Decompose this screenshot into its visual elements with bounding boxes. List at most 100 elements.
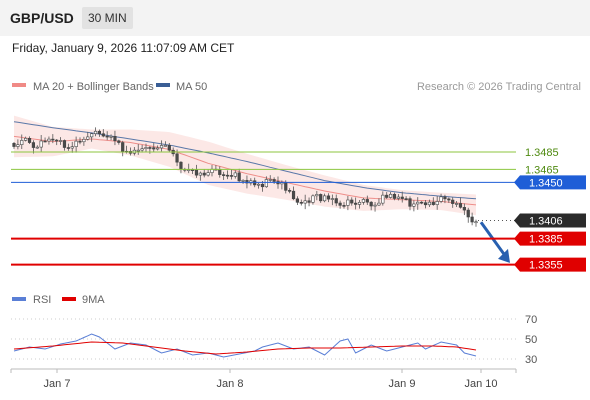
candle (167, 142, 171, 153)
candle-body (326, 195, 331, 200)
ma20-legend-label: MA 20 + Bollinger Bands (33, 81, 154, 93)
candle (369, 201, 373, 211)
candle-body (272, 179, 276, 182)
candle-body (268, 179, 272, 181)
candle (408, 196, 412, 211)
candle (388, 192, 393, 199)
candle-body (241, 180, 245, 182)
level-label-1.3465: 1.3465 (525, 164, 559, 176)
candle-body (121, 142, 125, 152)
candle (404, 196, 408, 201)
candle (117, 139, 121, 145)
candle (272, 177, 276, 184)
candle (163, 141, 168, 147)
rsi-legend-label: RSI (33, 294, 51, 306)
candle (443, 194, 447, 204)
candle-body (233, 172, 237, 177)
candle-body (416, 201, 420, 205)
rsi-panel: 70 50 30 (11, 314, 537, 366)
candle-body (295, 198, 300, 203)
candle-body (222, 174, 226, 176)
candle-body (420, 201, 424, 204)
candle-body (12, 143, 16, 147)
candle-body (16, 144, 20, 147)
candle (420, 201, 424, 205)
candle (439, 193, 443, 204)
candle (93, 127, 98, 137)
candle-body (105, 135, 109, 138)
candle (202, 169, 206, 178)
credit-text: Research © 2026 Trading Central (417, 81, 581, 93)
candle-body (346, 199, 350, 206)
candle-body (454, 203, 459, 205)
candle-body (408, 198, 412, 207)
candle (136, 144, 140, 155)
candle (66, 143, 70, 151)
rsi-legend-swatch (12, 297, 26, 301)
candle (241, 179, 245, 184)
candle-body (117, 140, 121, 143)
candle-body (431, 201, 435, 205)
candle-body (474, 221, 478, 224)
candle-body (179, 161, 183, 170)
level-label-1.3485: 1.3485 (525, 147, 559, 159)
candle (16, 139, 20, 150)
candle-body (20, 140, 24, 145)
candle (462, 203, 466, 216)
candle-body (470, 216, 474, 223)
candle (365, 195, 369, 205)
ma20-line (13, 135, 477, 206)
candle-body (27, 137, 32, 143)
candle-body (70, 146, 74, 149)
candle-body (311, 195, 315, 203)
candle-body (385, 194, 389, 198)
candle-body (245, 180, 249, 184)
candle-body (51, 138, 55, 141)
candle-body (462, 207, 466, 211)
candle (144, 143, 148, 152)
forecast-arrowhead (498, 248, 510, 263)
candle-body (288, 190, 292, 192)
candle (288, 188, 292, 194)
candle-body (404, 198, 408, 200)
candle-body (350, 199, 354, 204)
candle (373, 202, 377, 212)
bollinger-band (14, 115, 476, 216)
candle (470, 212, 474, 226)
candle-body (361, 199, 366, 203)
candle-body (315, 194, 319, 197)
candle (194, 164, 199, 178)
candle (291, 186, 296, 201)
candle (412, 200, 416, 212)
candle (51, 134, 55, 144)
candle (12, 142, 16, 149)
candle (62, 139, 67, 151)
candle (27, 136, 32, 145)
candle-body (377, 202, 381, 206)
candle-body (86, 136, 90, 140)
candle (55, 139, 59, 146)
candle (400, 191, 404, 203)
candle (78, 137, 82, 145)
candle (140, 144, 144, 153)
candle-body (97, 130, 102, 135)
level-label-1.3406: 1.3406 (529, 215, 563, 227)
rsi-legend: RSI 9MA (12, 294, 105, 306)
candle-body (218, 169, 222, 175)
level-label-1.3450: 1.3450 (529, 177, 563, 189)
candle (322, 193, 327, 203)
candle-body (47, 138, 51, 142)
candle (35, 145, 39, 149)
ma20-legend-swatch (12, 83, 26, 87)
candle (268, 175, 272, 183)
candle (20, 134, 24, 150)
level-tag-1.3406 (514, 213, 586, 228)
candle (350, 197, 354, 206)
candle (454, 201, 459, 207)
candle (24, 136, 28, 142)
candle (156, 145, 160, 151)
candle-body (136, 149, 140, 152)
candle-body (237, 172, 241, 182)
timeframe-button[interactable]: 30 MIN (82, 7, 133, 29)
